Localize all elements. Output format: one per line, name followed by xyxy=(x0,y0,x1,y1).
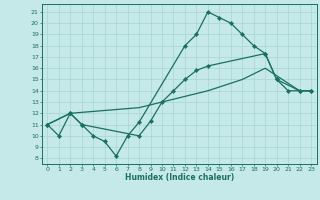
X-axis label: Humidex (Indice chaleur): Humidex (Indice chaleur) xyxy=(124,173,234,182)
